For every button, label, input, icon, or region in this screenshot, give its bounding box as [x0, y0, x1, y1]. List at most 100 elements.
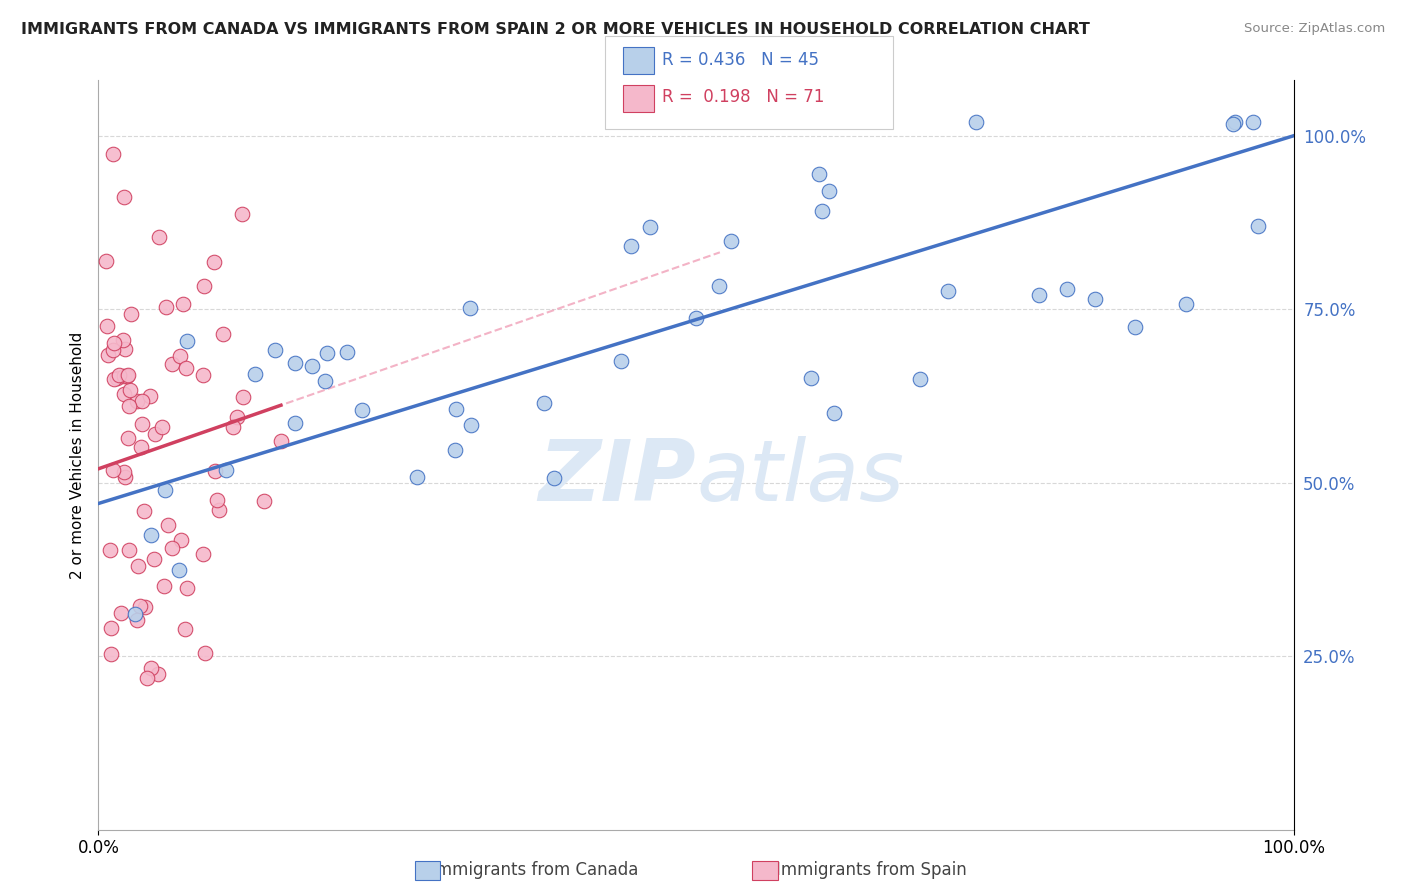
Point	[134, 503, 156, 517]
Point	[124, 607, 146, 621]
Point	[131, 417, 153, 431]
Point	[823, 406, 845, 420]
Point	[100, 647, 122, 661]
Point	[444, 443, 467, 458]
Point	[226, 409, 249, 424]
Point	[162, 357, 184, 371]
Point	[193, 279, 215, 293]
Point	[284, 417, 307, 431]
Text: Immigrants from Canada: Immigrants from Canada	[430, 861, 638, 879]
Point	[139, 389, 162, 403]
Point	[405, 470, 427, 484]
Point	[191, 547, 214, 561]
Point	[543, 470, 565, 484]
Point	[94, 253, 117, 268]
Point	[97, 348, 120, 362]
Point	[533, 396, 555, 410]
Point	[139, 528, 162, 542]
Point	[800, 370, 823, 384]
Point	[191, 368, 214, 382]
Point	[1056, 281, 1078, 295]
Point	[810, 204, 832, 219]
Point	[101, 146, 124, 161]
Text: ZIP: ZIP	[538, 436, 696, 519]
Point	[202, 255, 225, 269]
Text: Immigrants from Spain: Immigrants from Spain	[776, 861, 967, 879]
Text: IMMIGRANTS FROM CANADA VS IMMIGRANTS FROM SPAIN 2 OR MORE VEHICLES IN HOUSEHOLD : IMMIGRANTS FROM CANADA VS IMMIGRANTS FRO…	[21, 22, 1090, 37]
Point	[135, 671, 157, 685]
Point	[243, 367, 266, 381]
Point	[301, 359, 323, 373]
Point	[1084, 292, 1107, 306]
Text: R = 0.436   N = 45: R = 0.436 N = 45	[662, 51, 820, 69]
Point	[117, 431, 139, 445]
Point	[1247, 219, 1270, 234]
Point	[117, 368, 139, 382]
Point	[96, 318, 118, 333]
Point	[194, 646, 217, 660]
Point	[444, 402, 467, 417]
Point	[155, 301, 177, 315]
Point	[232, 390, 254, 404]
Point	[1028, 288, 1050, 302]
Point	[108, 368, 131, 382]
Point	[120, 307, 142, 321]
Point	[176, 334, 198, 349]
Point	[156, 517, 179, 532]
Point	[620, 238, 643, 252]
Point	[212, 327, 235, 342]
Point	[936, 284, 959, 298]
Text: Source: ZipAtlas.com: Source: ZipAtlas.com	[1244, 22, 1385, 36]
Point	[141, 660, 163, 674]
Point	[98, 543, 121, 558]
Point	[685, 310, 707, 325]
Point	[172, 297, 194, 311]
Point	[720, 234, 742, 248]
Point	[112, 465, 135, 479]
Point	[1225, 115, 1247, 129]
Point	[103, 343, 125, 357]
Point	[105, 370, 128, 384]
Point	[101, 463, 124, 477]
Point	[129, 599, 152, 614]
Point	[131, 393, 153, 408]
Point	[965, 115, 987, 129]
Point	[204, 464, 226, 478]
Point	[707, 278, 730, 293]
Point	[146, 667, 169, 681]
Point	[316, 346, 339, 360]
Point	[112, 387, 135, 401]
Point	[112, 190, 135, 204]
Point	[114, 368, 136, 383]
Point	[264, 343, 287, 357]
Point	[174, 622, 197, 636]
Point	[208, 502, 231, 516]
Point	[167, 563, 190, 577]
Point	[231, 206, 253, 220]
Point	[174, 360, 197, 375]
Point	[118, 543, 141, 558]
Y-axis label: 2 or more Vehicles in Household: 2 or more Vehicles in Household	[69, 331, 84, 579]
Point	[103, 372, 125, 386]
Point	[148, 229, 170, 244]
Point	[610, 354, 633, 368]
Point	[110, 606, 132, 620]
Text: atlas: atlas	[696, 436, 904, 519]
Point	[142, 552, 165, 566]
Point	[638, 220, 661, 235]
Point	[170, 533, 193, 548]
Point	[205, 493, 228, 508]
Point	[908, 372, 931, 386]
Point	[176, 581, 198, 595]
Point	[1222, 117, 1244, 131]
Point	[818, 184, 841, 198]
Point	[111, 333, 134, 347]
Point	[1175, 296, 1198, 310]
Point	[336, 344, 359, 359]
Text: R =  0.198   N = 71: R = 0.198 N = 71	[662, 88, 824, 106]
Point	[350, 403, 373, 417]
Point	[155, 483, 177, 497]
Point	[118, 399, 141, 413]
Point	[169, 350, 191, 364]
Point	[127, 613, 149, 627]
